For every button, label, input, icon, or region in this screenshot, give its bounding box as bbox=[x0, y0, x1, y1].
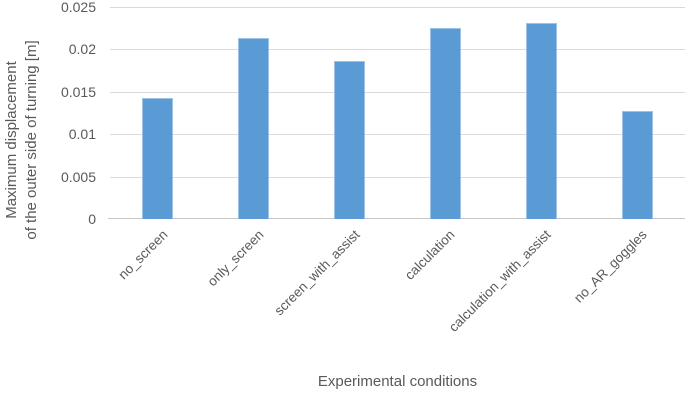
bar-no_screen bbox=[142, 97, 174, 219]
x-axis-title: Experimental conditions bbox=[317, 373, 478, 390]
y-tick-label: 0.005 bbox=[60, 168, 96, 185]
y-axis-title-line1: Maximum displacement bbox=[3, 61, 20, 219]
bar-calculation bbox=[429, 28, 461, 219]
gridline bbox=[110, 91, 685, 93]
y-tick-label: 0 bbox=[88, 211, 96, 227]
x-axis-line bbox=[108, 218, 685, 219]
bar-no_AR_goggles bbox=[621, 111, 653, 219]
gridline bbox=[110, 49, 685, 51]
bar-screen_with_assist bbox=[334, 61, 366, 219]
y-tick-label: 0.015 bbox=[60, 83, 96, 100]
y-tick-label: 0.02 bbox=[68, 41, 96, 58]
y-tick-label: 0.025 bbox=[60, 0, 96, 15]
plot-area bbox=[108, 7, 685, 219]
gridline bbox=[110, 176, 685, 178]
y-tick-label: 0.01 bbox=[68, 126, 96, 143]
gridline bbox=[110, 134, 685, 136]
bar-calculation_with_assist bbox=[525, 23, 557, 219]
bar-only_screen bbox=[238, 37, 270, 219]
gridline bbox=[110, 7, 685, 8]
